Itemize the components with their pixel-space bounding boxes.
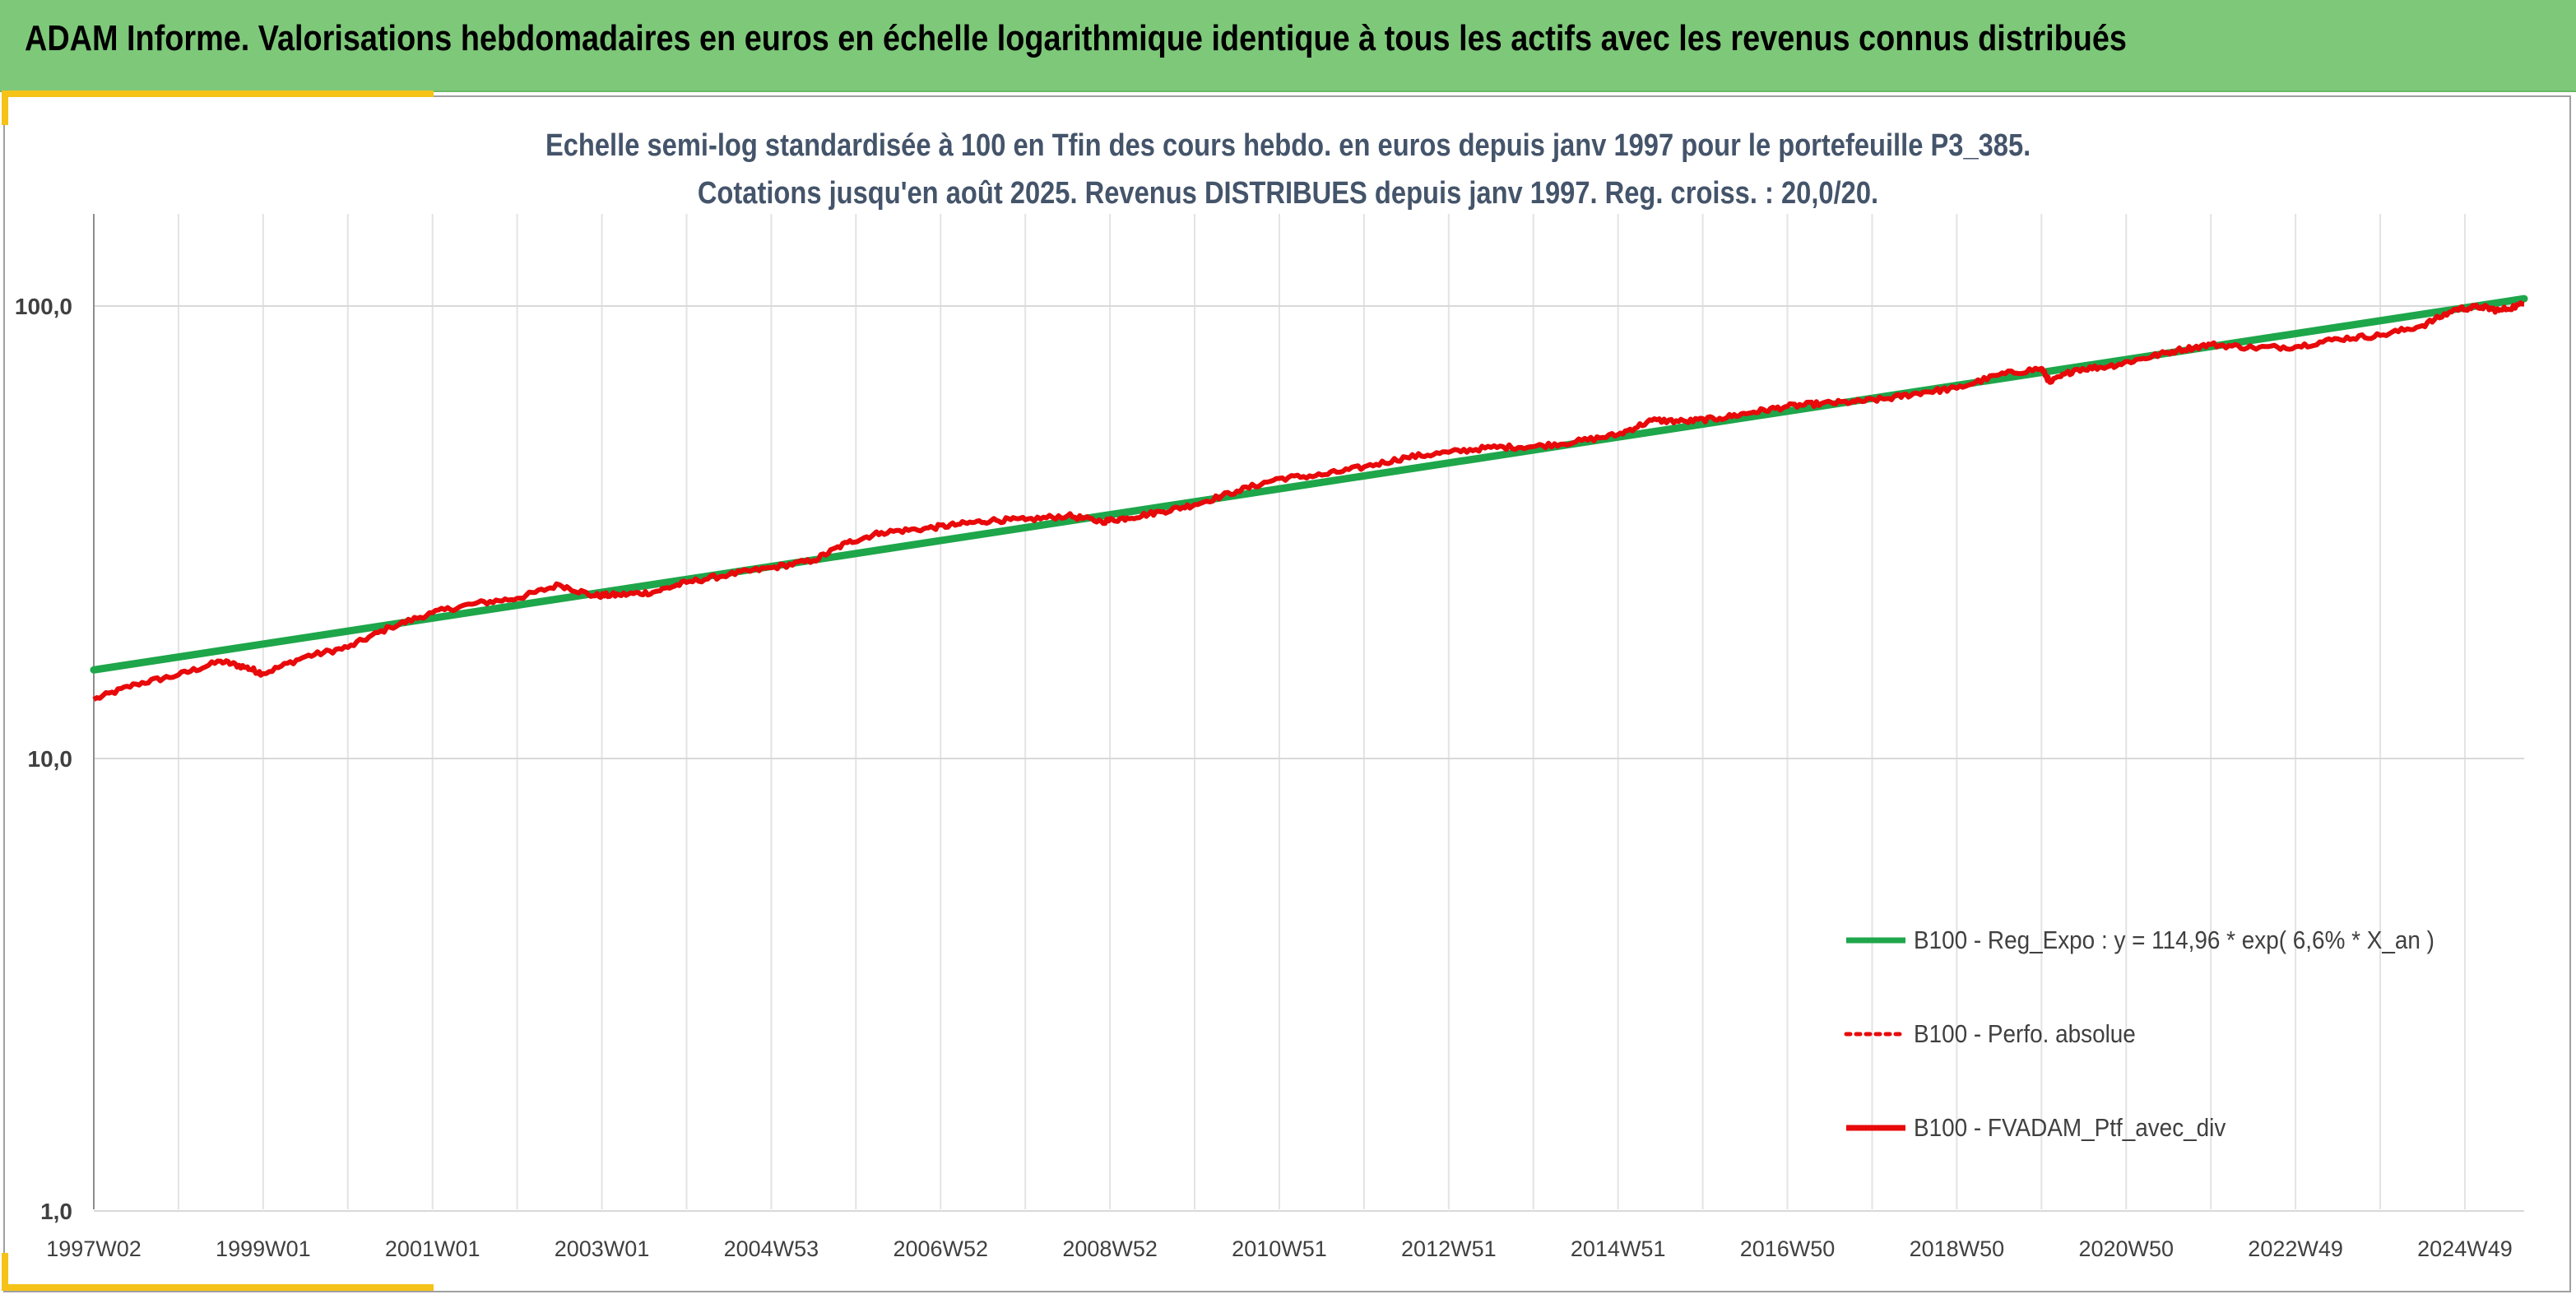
series-regression-line — [90, 295, 2528, 674]
x-tick-label: 2024W49 — [2417, 1236, 2513, 1261]
series-portfolio-line — [92, 300, 2525, 702]
x-tick-label: 2012W51 — [1401, 1236, 1497, 1261]
x-tick-label: 2016W50 — [1740, 1236, 1836, 1261]
x-tick-label: 1999W01 — [216, 1236, 311, 1261]
header-banner: ADAM Informe. Valorisations hebdomadaire… — [0, 0, 2576, 92]
series-layer — [90, 295, 2528, 702]
legend-label: B100 - FVADAM_Ptf_avec_div — [1914, 1114, 2226, 1143]
x-tick-label: 2022W49 — [2248, 1236, 2343, 1261]
x-tick-label: 2020W50 — [2078, 1236, 2174, 1261]
x-tick-labels: 1997W02 1999W01 2001W01 2003W01 2004W53 2006W… — [46, 1236, 2513, 1261]
y-tick-label: 1,0 — [40, 1199, 72, 1224]
horizontal-grid — [94, 305, 2524, 1212]
x-tick-label: 2008W52 — [1062, 1236, 1158, 1261]
x-tick-label: 2004W53 — [724, 1236, 819, 1261]
x-tick-label: 2014W51 — [1571, 1236, 1666, 1261]
legend: B100 - Reg_Expo : y = 114,96 * exp( 6,6%… — [1844, 926, 2434, 1143]
chart-title: Echelle semi-log standardisée à 100 en T… — [545, 128, 2031, 163]
x-tick-label: 2010W51 — [1232, 1236, 1327, 1261]
x-tick-label: 2006W52 — [893, 1236, 988, 1261]
vertical-grid — [93, 214, 2466, 1209]
chart-frame — [3, 95, 2571, 1292]
banner-title: ADAM Informe. Valorisations hebdomadaire… — [25, 18, 2127, 58]
y-tick-label: 100,0 — [15, 294, 72, 319]
y-tick-labels: 1,0 10,0 100,0 — [15, 294, 72, 1224]
y-tick-label: 10,0 — [28, 746, 73, 772]
x-tick-label: 2001W01 — [385, 1236, 480, 1261]
accent-corner-top-v — [2, 90, 8, 125]
accent-corner-bottom-v — [2, 1253, 8, 1291]
accent-corner-bottom-h — [2, 1284, 434, 1291]
x-tick-label: 1997W02 — [46, 1236, 142, 1261]
x-tick-label: 2003W01 — [555, 1236, 650, 1261]
x-tick-label: 2018W50 — [1910, 1236, 2005, 1261]
accent-corner-top-h — [2, 90, 434, 97]
legend-label: B100 - Perfo. absolue — [1914, 1020, 2136, 1049]
chart-subtitle: Cotations jusqu'en août 2025. Revenus DI… — [697, 176, 1879, 211]
legend-label: B100 - Reg_Expo : y = 114,96 * exp( 6,6%… — [1914, 926, 2434, 955]
